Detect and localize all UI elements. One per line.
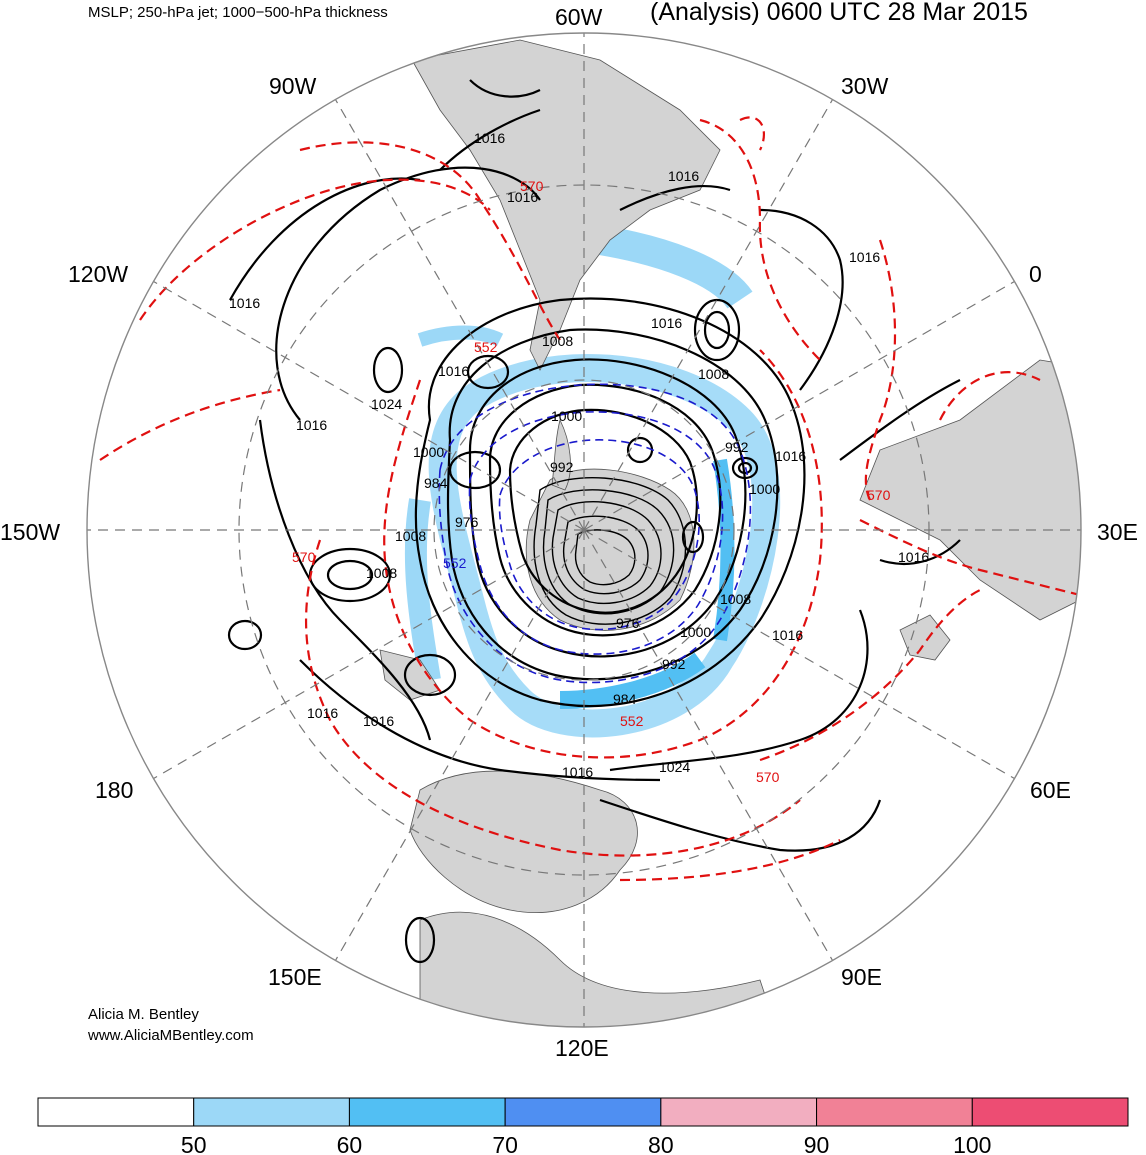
lon-label: 150W xyxy=(0,519,60,545)
pressure-label: 1000 xyxy=(749,481,780,497)
pressure-label: 1016 xyxy=(296,417,327,433)
pressure-label: 1016 xyxy=(849,249,880,265)
colorbar-swatch xyxy=(971,1097,1129,1127)
pressure-label: 1016 xyxy=(363,713,394,729)
colorbar-tick-label: 100 xyxy=(953,1132,991,1155)
pressure-label: 1008 xyxy=(395,528,426,544)
pressure-label: 1024 xyxy=(659,759,690,775)
thickness-label: 570 xyxy=(292,549,316,565)
pressure-label: 1024 xyxy=(371,396,402,412)
thickness-label: 570 xyxy=(520,178,544,194)
colorbar-swatch xyxy=(504,1097,662,1127)
colorbar-swatch xyxy=(37,1097,195,1127)
credit-author: Alicia M. Bentley xyxy=(88,1006,199,1023)
colorbar-tick-label: 60 xyxy=(337,1132,363,1155)
pressure-label: 976 xyxy=(455,514,479,530)
pressure-label: 992 xyxy=(550,459,574,475)
graticule xyxy=(87,33,1081,1027)
colorbar-swatch xyxy=(660,1097,818,1127)
lon-label: 0 xyxy=(1029,261,1042,287)
lon-label: 150E xyxy=(268,964,322,990)
lon-label: 120W xyxy=(68,261,128,287)
southeast-asia xyxy=(419,911,781,1027)
pressure-label: 1000 xyxy=(413,444,444,460)
colorbar-tick-label: 70 xyxy=(492,1132,518,1155)
colorbar-swatch xyxy=(348,1097,506,1127)
lon-label: 180 xyxy=(95,777,133,803)
pressure-label: 992 xyxy=(725,439,749,455)
pressure-label: 1008 xyxy=(698,366,729,382)
pressure-label: 1016 xyxy=(772,627,803,643)
pressure-label: 1016 xyxy=(651,315,682,331)
lon-label: 90E xyxy=(841,964,882,990)
map-boundary xyxy=(86,32,1082,1028)
thickness-warm-contours xyxy=(99,116,1081,882)
pressure-label: 992 xyxy=(662,656,686,672)
antarctica xyxy=(525,468,695,631)
longitude-labels: 60W 30W 0 30E 60E 90E 120E 150E 180 150W… xyxy=(0,4,1138,1061)
inner-isobars xyxy=(533,476,687,625)
thickness-label: 570 xyxy=(867,487,891,503)
colorbar-swatch xyxy=(816,1097,973,1127)
pressure-label: 984 xyxy=(424,475,448,491)
header-valid-time: (Analysis) 0600 UTC 28 Mar 2015 xyxy=(650,0,1028,26)
pressure-label: 1008 xyxy=(542,333,573,349)
pressure-label: 1000 xyxy=(680,624,711,640)
pressure-label: 1016 xyxy=(438,363,469,379)
thickness-label: 552 xyxy=(443,555,467,571)
pressure-label: 1016 xyxy=(562,764,593,780)
pressure-label: 976 xyxy=(616,615,640,631)
pressure-label: 1008 xyxy=(366,565,397,581)
lon-label: 60W xyxy=(555,4,603,30)
colorbar: 50 60 70 80 90 100 xyxy=(37,1097,1129,1155)
pressure-labels: 1016 1016 1016 1016 1016 1016 1016 1016 … xyxy=(229,130,929,780)
colorbar-tick-label: 80 xyxy=(648,1132,674,1155)
map-disk: 1016 1016 1016 1016 1016 1016 1016 1016 … xyxy=(87,33,1081,1027)
africa xyxy=(859,359,1081,621)
lon-label: 60E xyxy=(1030,777,1071,803)
pressure-label: 1016 xyxy=(775,448,806,464)
pressure-label: 1000 xyxy=(551,408,582,424)
pressure-label: 1008 xyxy=(720,591,751,607)
pressure-label: 1016 xyxy=(898,549,929,565)
pressure-label: 1016 xyxy=(229,295,260,311)
thickness-labels: 570 570 570 570 552 552 552 xyxy=(292,178,891,785)
thickness-label: 570 xyxy=(756,769,780,785)
pressure-label: 1016 xyxy=(474,130,505,146)
pressure-label: 1016 xyxy=(307,705,338,721)
pressure-label: 1016 xyxy=(507,189,538,205)
credit-website: www.AliciaMBentley.com xyxy=(88,1027,254,1044)
lon-label: 90W xyxy=(269,73,317,99)
colorbar-tick-label: 50 xyxy=(181,1132,207,1155)
colorbar-swatch xyxy=(193,1097,350,1127)
south-america xyxy=(411,39,721,371)
lon-label: 30W xyxy=(841,73,889,99)
header-variables: MSLP; 250-hPa jet; 1000−500-hPa thicknes… xyxy=(88,4,388,21)
lon-label: 30E xyxy=(1097,519,1138,545)
thickness-label: 552 xyxy=(474,339,498,355)
lon-label: 120E xyxy=(555,1035,609,1061)
pressure-label: 984 xyxy=(613,691,637,707)
antarctic-peninsula xyxy=(551,418,571,491)
thickness-label: 552 xyxy=(620,713,644,729)
colorbar-tick-label: 90 xyxy=(804,1132,830,1155)
thickness-cold-contours xyxy=(438,383,752,684)
pressure-label: 1016 xyxy=(668,168,699,184)
